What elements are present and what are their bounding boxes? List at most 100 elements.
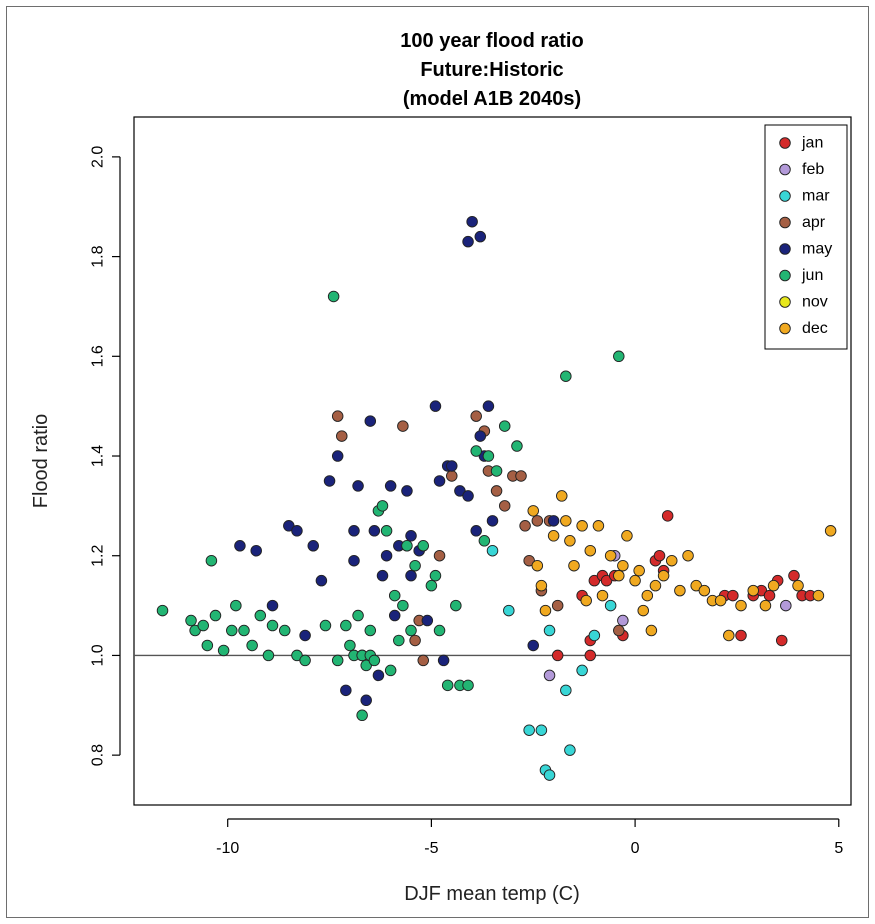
data-point-apr bbox=[551, 599, 564, 612]
x-tick-label: 5 bbox=[834, 840, 843, 857]
data-point-apr bbox=[498, 500, 511, 512]
data-point-jun bbox=[254, 609, 267, 622]
data-point-jun bbox=[299, 654, 311, 667]
data-point-may bbox=[364, 415, 377, 427]
data-point-jan bbox=[727, 589, 739, 602]
data-point-jun bbox=[356, 709, 368, 722]
data-point-jan bbox=[775, 634, 788, 647]
y-axis: 0.8 1.0 1.2 1.4 1.6 1.8 2.0 bbox=[90, 146, 121, 766]
data-point-feb bbox=[543, 669, 556, 682]
data-point-dec bbox=[604, 549, 617, 562]
data-point-apr bbox=[519, 520, 531, 532]
data-point-dec bbox=[576, 520, 588, 532]
data-point-jun bbox=[401, 540, 413, 552]
data-point-jun bbox=[388, 589, 401, 602]
data-point-dec bbox=[564, 535, 576, 547]
data-point-jun bbox=[425, 579, 438, 592]
data-point-jun bbox=[319, 619, 332, 632]
data-point-jun bbox=[478, 535, 491, 547]
data-point-jun bbox=[185, 614, 197, 627]
data-point-mar bbox=[564, 744, 576, 756]
data-point-jun bbox=[352, 609, 364, 622]
legend-label-nov: nov bbox=[802, 294, 828, 311]
data-point-jun bbox=[417, 540, 429, 552]
data-point-jun bbox=[433, 624, 446, 637]
data-point-jun bbox=[397, 599, 409, 612]
data-point-jun bbox=[560, 370, 572, 382]
data-point-dec bbox=[747, 584, 759, 597]
data-point-dec bbox=[547, 530, 560, 542]
chart-title-line-1: 100 year flood ratio bbox=[400, 30, 583, 52]
data-point-jun bbox=[340, 619, 352, 632]
data-point-jun bbox=[344, 639, 356, 652]
data-point-dec bbox=[812, 589, 825, 602]
data-point-dec bbox=[657, 569, 670, 582]
data-point-jun bbox=[450, 599, 462, 612]
data-point-dec bbox=[613, 569, 625, 582]
y-tick-label: 0.8 bbox=[90, 744, 107, 766]
data-point-jun bbox=[511, 440, 523, 452]
data-point-apr bbox=[336, 430, 348, 442]
data-point-dec bbox=[535, 579, 548, 592]
data-point-apr bbox=[490, 485, 503, 497]
legend-marker-dec bbox=[779, 322, 791, 335]
data-point-dec bbox=[759, 599, 772, 612]
data-point-dec bbox=[682, 549, 694, 562]
data-point-dec bbox=[714, 594, 727, 607]
data-point-dec bbox=[767, 579, 780, 592]
chart-title-line-3: (model A1B 2040s) bbox=[403, 88, 581, 110]
data-point-may bbox=[250, 544, 262, 557]
legend-box bbox=[764, 124, 848, 350]
data-point-jan bbox=[763, 589, 776, 602]
data-point-dec bbox=[539, 604, 552, 617]
data-point-may bbox=[372, 669, 385, 682]
data-point-apr bbox=[446, 470, 458, 482]
y-tick-label: 1.6 bbox=[90, 345, 107, 367]
data-point-jun bbox=[498, 420, 511, 432]
data-point-dec bbox=[568, 559, 580, 572]
legend-marker-jan bbox=[779, 137, 791, 149]
data-point-jan bbox=[661, 510, 674, 522]
legend-marker-nov bbox=[779, 296, 791, 308]
legend-label-jan: jan bbox=[801, 135, 823, 152]
data-point-dec bbox=[560, 515, 572, 527]
data-point-may bbox=[437, 654, 450, 667]
data-point-jan bbox=[788, 569, 800, 582]
data-point-may bbox=[433, 475, 446, 487]
legend-label-dec: dec bbox=[802, 320, 828, 337]
y-tick-label: 1.8 bbox=[90, 245, 107, 267]
data-point-dec bbox=[621, 530, 633, 542]
y-tick-label: 2.0 bbox=[90, 146, 107, 168]
data-point-jun bbox=[470, 445, 482, 457]
data-point-jun bbox=[462, 679, 474, 692]
data-point-dec bbox=[735, 599, 747, 612]
x-tick-label: 0 bbox=[631, 840, 640, 857]
data-point-jan bbox=[584, 649, 597, 662]
data-point-may bbox=[474, 430, 487, 442]
data-point-dec bbox=[698, 584, 711, 597]
data-point-apr bbox=[470, 410, 482, 422]
data-point-jun bbox=[266, 619, 279, 632]
data-point-dec bbox=[556, 490, 568, 502]
data-point-jun bbox=[246, 639, 258, 652]
data-point-jan bbox=[735, 629, 747, 642]
data-point-jun bbox=[327, 290, 340, 303]
data-point-may bbox=[348, 525, 360, 537]
figure-frame: 100 year flood ratio Future:Historic (mo… bbox=[6, 6, 869, 918]
data-point-jun bbox=[205, 554, 218, 567]
data-point-jun bbox=[405, 624, 417, 637]
data-point-jun bbox=[441, 679, 454, 692]
data-point-may bbox=[299, 629, 311, 642]
data-point-jun bbox=[331, 654, 344, 667]
data-point-jun bbox=[380, 525, 393, 537]
legend-label-feb: feb bbox=[802, 161, 824, 178]
data-point-may bbox=[482, 400, 495, 412]
data-point-jun bbox=[482, 450, 495, 462]
data-point-feb bbox=[617, 614, 629, 627]
data-point-dec bbox=[629, 574, 641, 587]
data-point-dec bbox=[580, 594, 592, 607]
data-point-dec bbox=[592, 520, 605, 532]
data-point-may bbox=[348, 554, 360, 567]
data-point-jun bbox=[368, 654, 381, 667]
x-tick-label: -10 bbox=[216, 840, 239, 857]
